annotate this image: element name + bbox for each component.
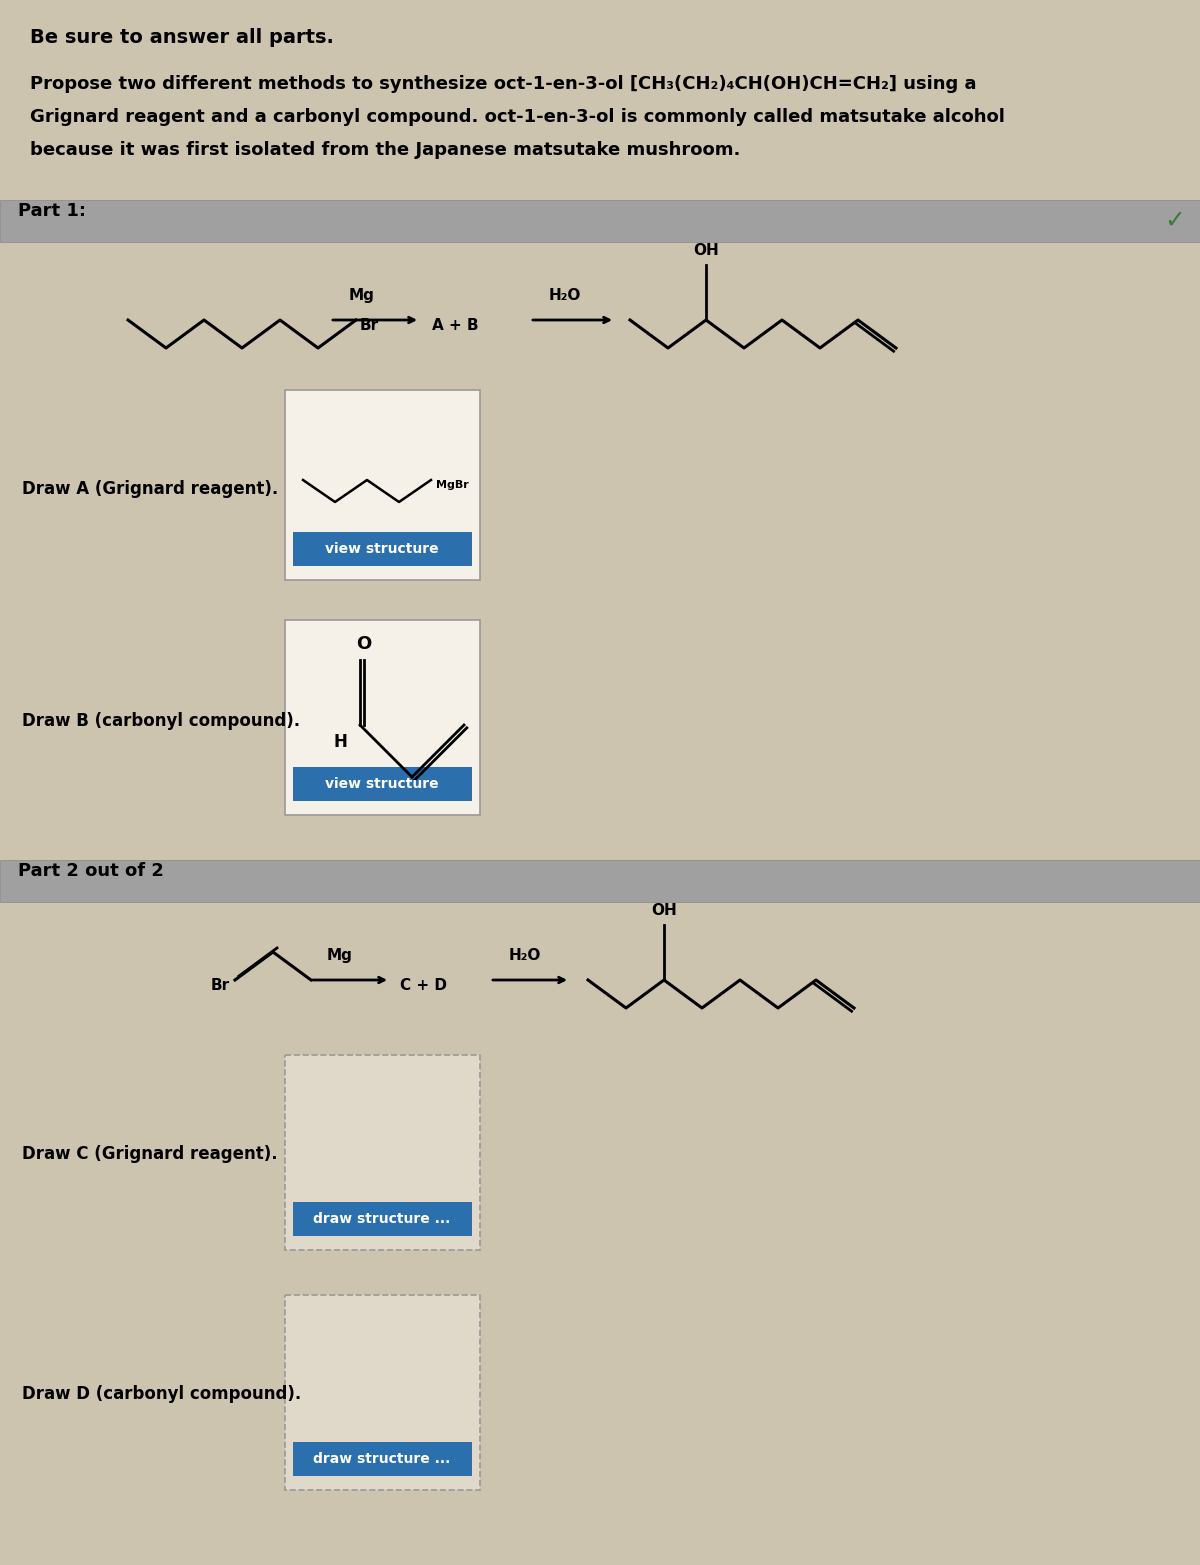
Bar [0, 200, 1200, 243]
Text: Be sure to answer all parts.: Be sure to answer all parts. [30, 28, 334, 47]
Text: Br: Br [360, 318, 379, 332]
Bar [293, 532, 472, 567]
Text: H: H [334, 732, 347, 751]
Bar [293, 1202, 472, 1236]
Text: C + D: C + D [400, 978, 446, 994]
Text: H₂O: H₂O [548, 288, 581, 304]
Text: view structure: view structure [325, 776, 439, 790]
Bar [293, 767, 472, 801]
Text: draw structure ...: draw structure ... [313, 1452, 451, 1466]
Text: Br: Br [211, 978, 230, 994]
Text: A + B: A + B [432, 319, 479, 333]
Bar [286, 390, 480, 581]
Text: OH: OH [694, 243, 719, 258]
Text: ✓: ✓ [1164, 210, 1186, 233]
Text: Draw B (carbonyl compound).: Draw B (carbonyl compound). [22, 712, 300, 729]
Text: Part 2 out of 2: Part 2 out of 2 [18, 862, 164, 880]
Bar [286, 1055, 480, 1250]
Text: H₂O: H₂O [509, 948, 541, 962]
Text: MgBr: MgBr [436, 480, 469, 490]
Text: Draw C (Grignard reagent).: Draw C (Grignard reagent). [22, 1146, 277, 1163]
Text: Mg: Mg [328, 948, 353, 962]
Text: Draw D (carbonyl compound).: Draw D (carbonyl compound). [22, 1385, 301, 1402]
Text: view structure: view structure [325, 541, 439, 556]
Bar [286, 620, 480, 815]
Text: O: O [356, 635, 372, 653]
Bar [293, 1441, 472, 1476]
Text: Grignard reagent and a carbonyl compound. oct-1-en-3-ol is commonly called matsu: Grignard reagent and a carbonyl compound… [30, 108, 1004, 127]
Text: OH: OH [652, 903, 677, 919]
Text: because it was first isolated from the Japanese matsutake mushroom.: because it was first isolated from the J… [30, 141, 740, 160]
Text: draw structure ...: draw structure ... [313, 1211, 451, 1225]
Bar [0, 861, 1200, 901]
Text: Mg: Mg [349, 288, 374, 304]
Text: Propose two different methods to synthesize oct-1-en-3-ol [CH₃(CH₂)₄CH(OH)CH=CH₂: Propose two different methods to synthes… [30, 75, 977, 92]
Bar [286, 1294, 480, 1490]
Text: Draw A (Grignard reagent).: Draw A (Grignard reagent). [22, 480, 278, 498]
Text: Part 1:: Part 1: [18, 202, 86, 221]
